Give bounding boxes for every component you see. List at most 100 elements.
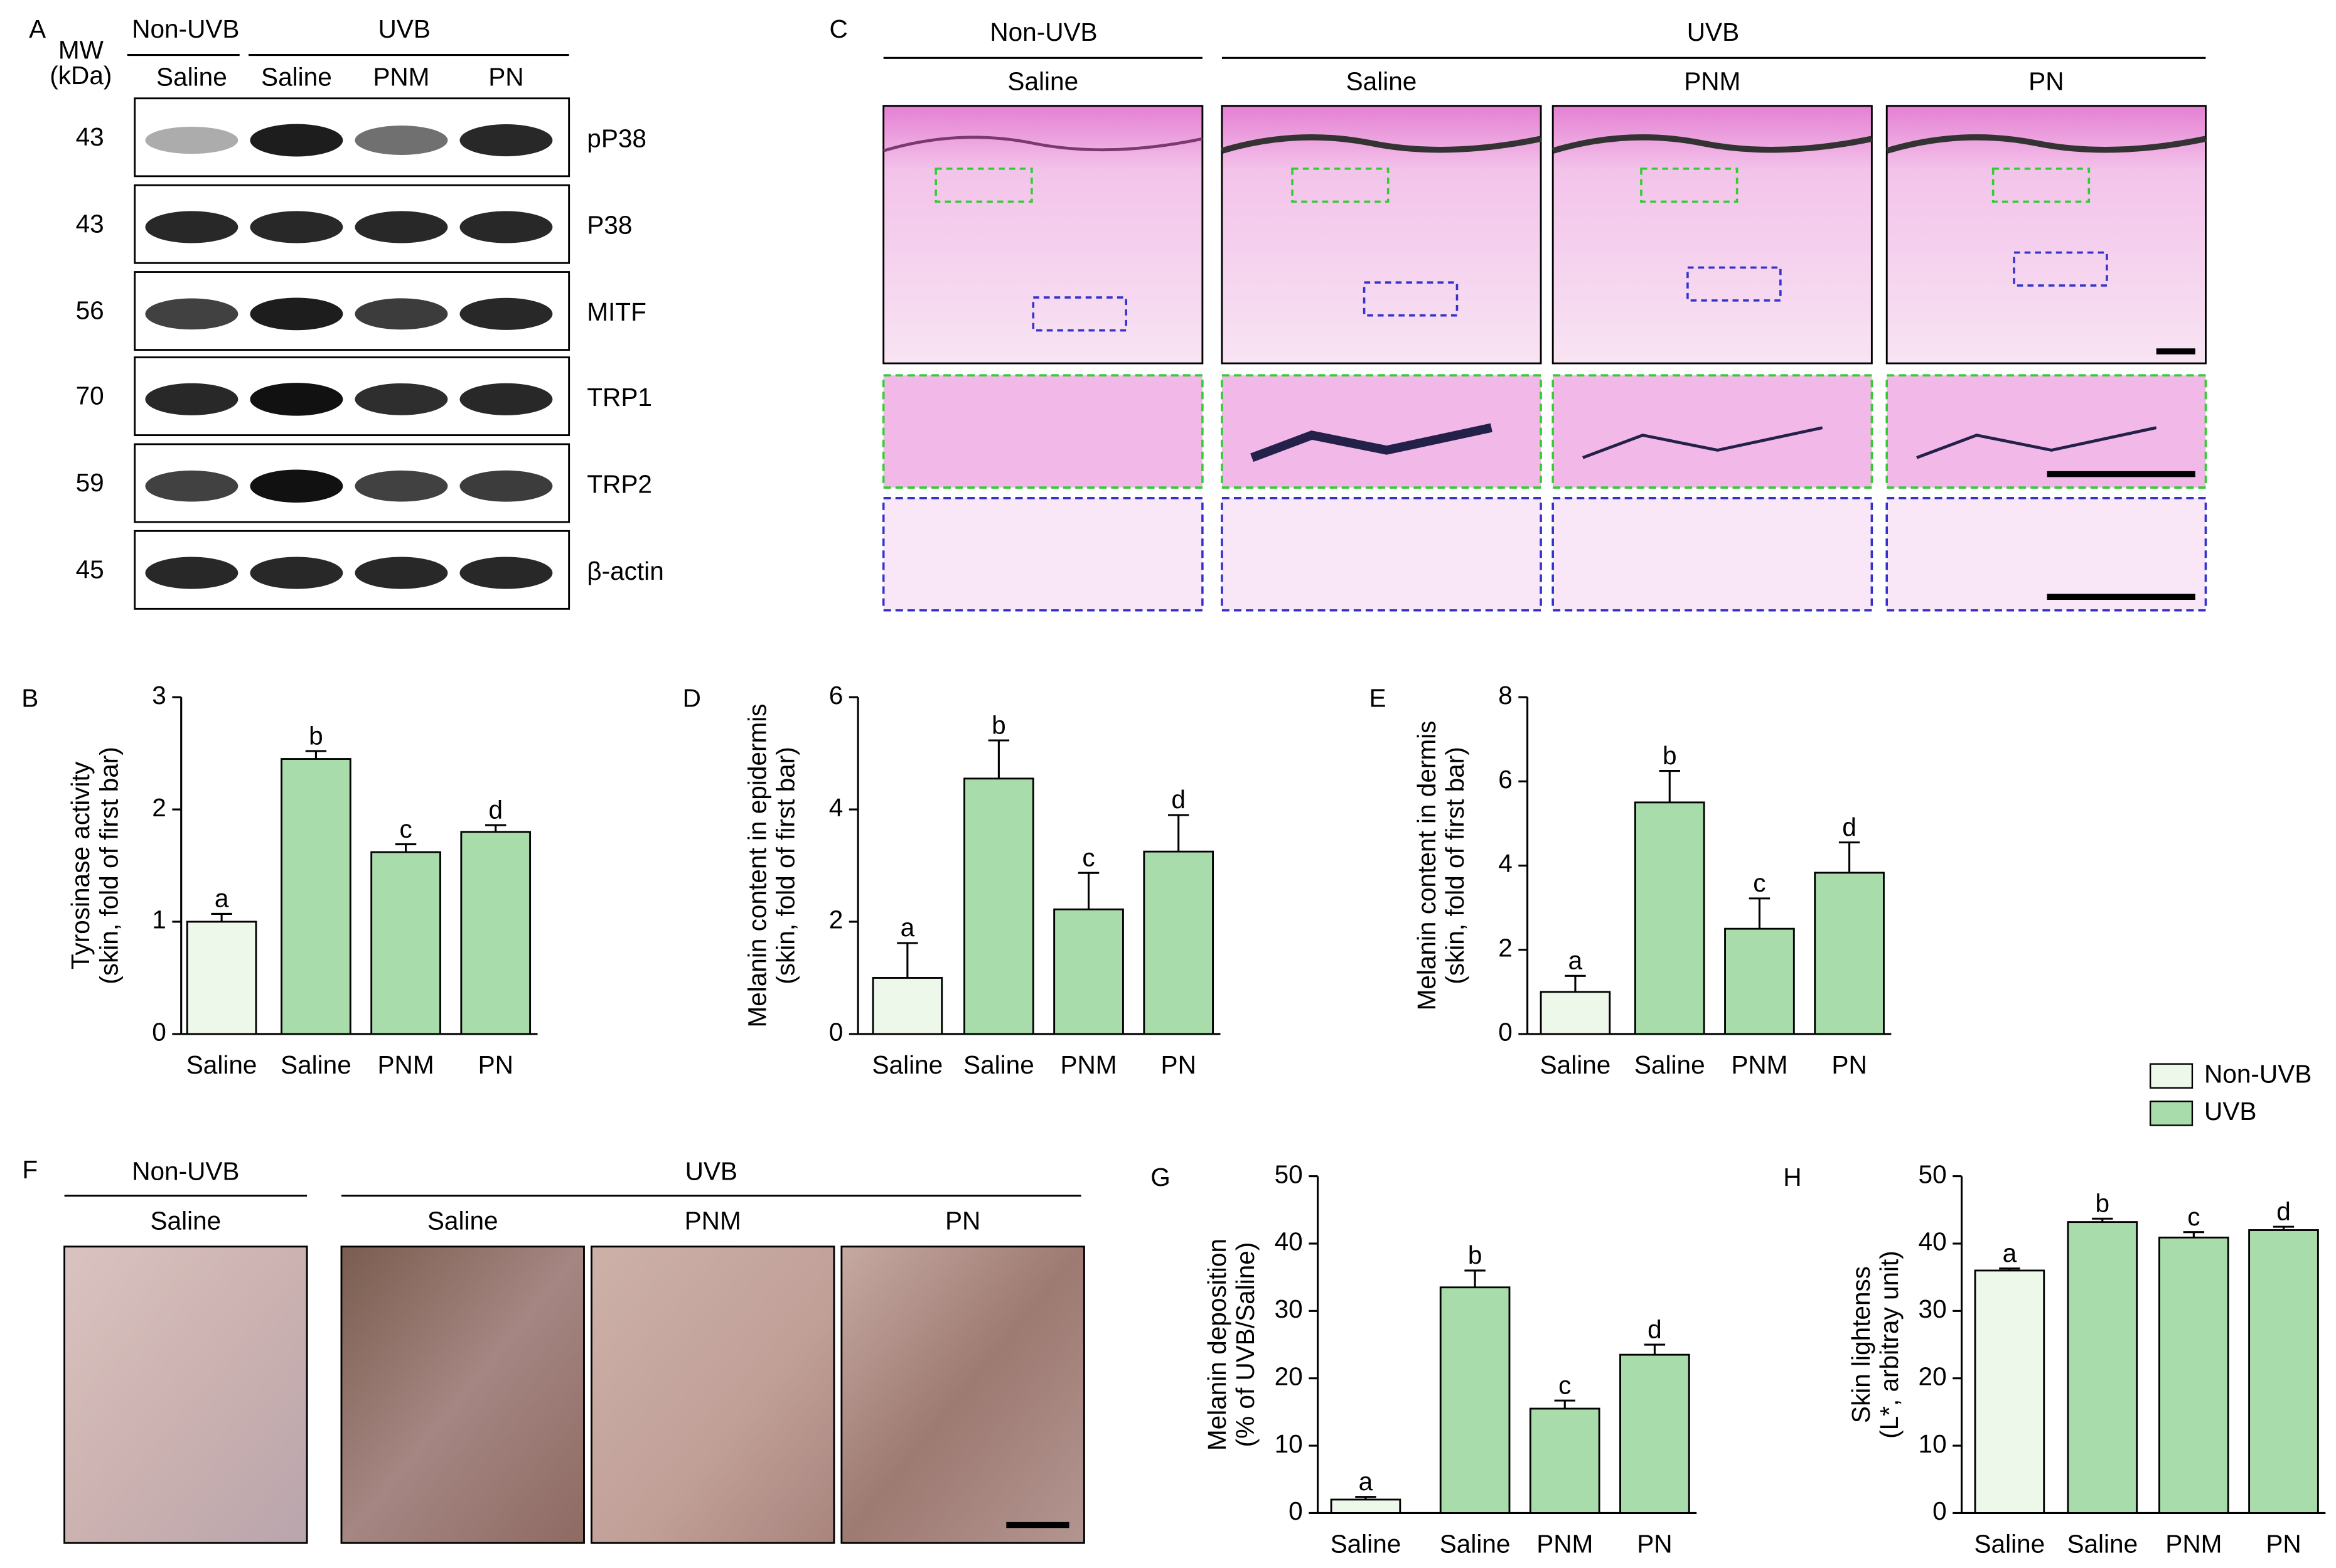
- lane-label: Saline: [427, 1206, 498, 1235]
- bar: [460, 831, 532, 1035]
- y-axis-sublabel: (skin, fold of first bar): [1440, 747, 1469, 984]
- y-axis-label: Melanin content in epidermis: [742, 703, 771, 1027]
- y-tick-label: 10: [1919, 1429, 1947, 1458]
- x-tick-label: PN: [1831, 1050, 1867, 1079]
- epidermis: [882, 136, 1203, 152]
- y-tick-label: 0: [1932, 1496, 1947, 1525]
- epidermis-zoom: [1221, 374, 1542, 489]
- x-tick-label: PNM: [2165, 1530, 2222, 1559]
- blot-band: [355, 557, 448, 589]
- bar: [370, 851, 441, 1035]
- zoom-box: [1991, 168, 2091, 203]
- x-tick-label: PN: [1161, 1050, 1196, 1079]
- epidermis-zoom: [1551, 374, 1873, 489]
- y-tick-label: 1: [152, 905, 166, 934]
- y-axis-label: Melanin content in dermis: [1412, 721, 1441, 1011]
- y-tick-label: 0: [1289, 1496, 1303, 1525]
- bar: [1724, 927, 1795, 1035]
- significance-letter: c: [399, 814, 412, 843]
- epidermis: [1221, 134, 1542, 154]
- lane-label: Saline: [156, 62, 227, 91]
- y-tick-label: 50: [1275, 1160, 1303, 1188]
- significance-letter: c: [2187, 1202, 2200, 1231]
- panel-label: D: [683, 684, 701, 713]
- significance-letter: d: [1171, 785, 1186, 814]
- blot-band: [145, 126, 238, 154]
- y-tick-label: 2: [829, 905, 844, 934]
- bar: [186, 920, 257, 1035]
- significance-letter: d: [1842, 813, 1856, 841]
- x-tick-label: Saline: [1974, 1530, 2045, 1559]
- significance-letter: d: [488, 795, 503, 824]
- x-tick-label: Saline: [963, 1050, 1034, 1079]
- x-tick-label: PN: [478, 1050, 513, 1079]
- zoom-box: [1363, 281, 1459, 317]
- bar: [1540, 991, 1611, 1035]
- lane-label: PNM: [685, 1206, 741, 1235]
- significance-letter: b: [2096, 1188, 2110, 1217]
- y-tick-label: 10: [1275, 1429, 1303, 1458]
- panel-label: E: [1369, 684, 1386, 713]
- skin-photo: [63, 1245, 308, 1544]
- bar: [1634, 801, 1705, 1035]
- blot-band: [355, 125, 448, 155]
- histology-image: [882, 105, 1204, 365]
- significance-letter: b: [1468, 1240, 1482, 1269]
- lane-label: Saline: [261, 62, 332, 91]
- dermis-zoom: [1551, 497, 1873, 612]
- y-tick-label: 20: [1275, 1362, 1303, 1390]
- significance-letter: a: [1359, 1467, 1373, 1496]
- significance-letter: b: [992, 710, 1006, 739]
- y-tick-label: 20: [1919, 1362, 1947, 1390]
- y-tick-label: 2: [152, 793, 166, 822]
- zoom-box: [1291, 168, 1390, 203]
- blot-band: [459, 297, 553, 330]
- y-axis-sublabel: (skin, fold of first bar): [94, 747, 123, 984]
- epidermis: [1551, 134, 1873, 154]
- blot-band: [145, 470, 238, 502]
- y-tick-label: 8: [1498, 681, 1513, 710]
- y-tick-label: 6: [1498, 765, 1513, 794]
- zoom-box: [935, 168, 1033, 203]
- protein-label: pP38: [587, 124, 646, 152]
- mw-value: 70: [76, 381, 104, 410]
- bar: [1814, 872, 1885, 1035]
- skin-photo: [340, 1245, 585, 1544]
- x-tick-label: Saline: [1331, 1530, 1401, 1559]
- zoom-box: [1686, 266, 1782, 302]
- x-tick-label: Saline: [1634, 1050, 1705, 1079]
- dermis-zoom: [882, 497, 1204, 612]
- group-label: Non-UVB: [990, 18, 1097, 46]
- mw-value: 59: [76, 468, 104, 497]
- bar: [1529, 1407, 1600, 1514]
- x-tick-label: PNM: [1060, 1050, 1117, 1079]
- zoom-box: [1032, 296, 1127, 332]
- x-tick-label: Saline: [1440, 1530, 1511, 1559]
- panel-label: C: [829, 14, 847, 43]
- x-tick-label: Saline: [872, 1050, 943, 1079]
- panel-label: B: [21, 684, 38, 713]
- significance-letter: c: [1558, 1370, 1571, 1399]
- blot-band: [145, 557, 238, 589]
- bar: [1619, 1353, 1690, 1514]
- y-axis-sublabel: (skin, fold of first bar): [771, 747, 800, 984]
- x-tick-label: PN: [1637, 1530, 1672, 1559]
- lane-label: PNM: [1684, 67, 1740, 96]
- panel-label: A: [29, 14, 46, 43]
- panel-label: H: [1783, 1163, 1801, 1192]
- mw-label: MW: [58, 36, 104, 65]
- x-tick-label: PNM: [378, 1050, 434, 1079]
- significance-letter: a: [215, 884, 229, 913]
- zoom-box: [2013, 251, 2108, 287]
- dermis-zoom: [1221, 497, 1542, 612]
- y-tick-label: 4: [829, 793, 844, 822]
- dermis-zoom: [1885, 497, 2207, 612]
- significance-letter: d: [1648, 1315, 1662, 1343]
- x-tick-label: Saline: [281, 1050, 351, 1079]
- panel-label: G: [1150, 1163, 1171, 1192]
- bar: [1439, 1286, 1511, 1514]
- blot-band: [459, 557, 553, 589]
- blot-band: [250, 297, 343, 331]
